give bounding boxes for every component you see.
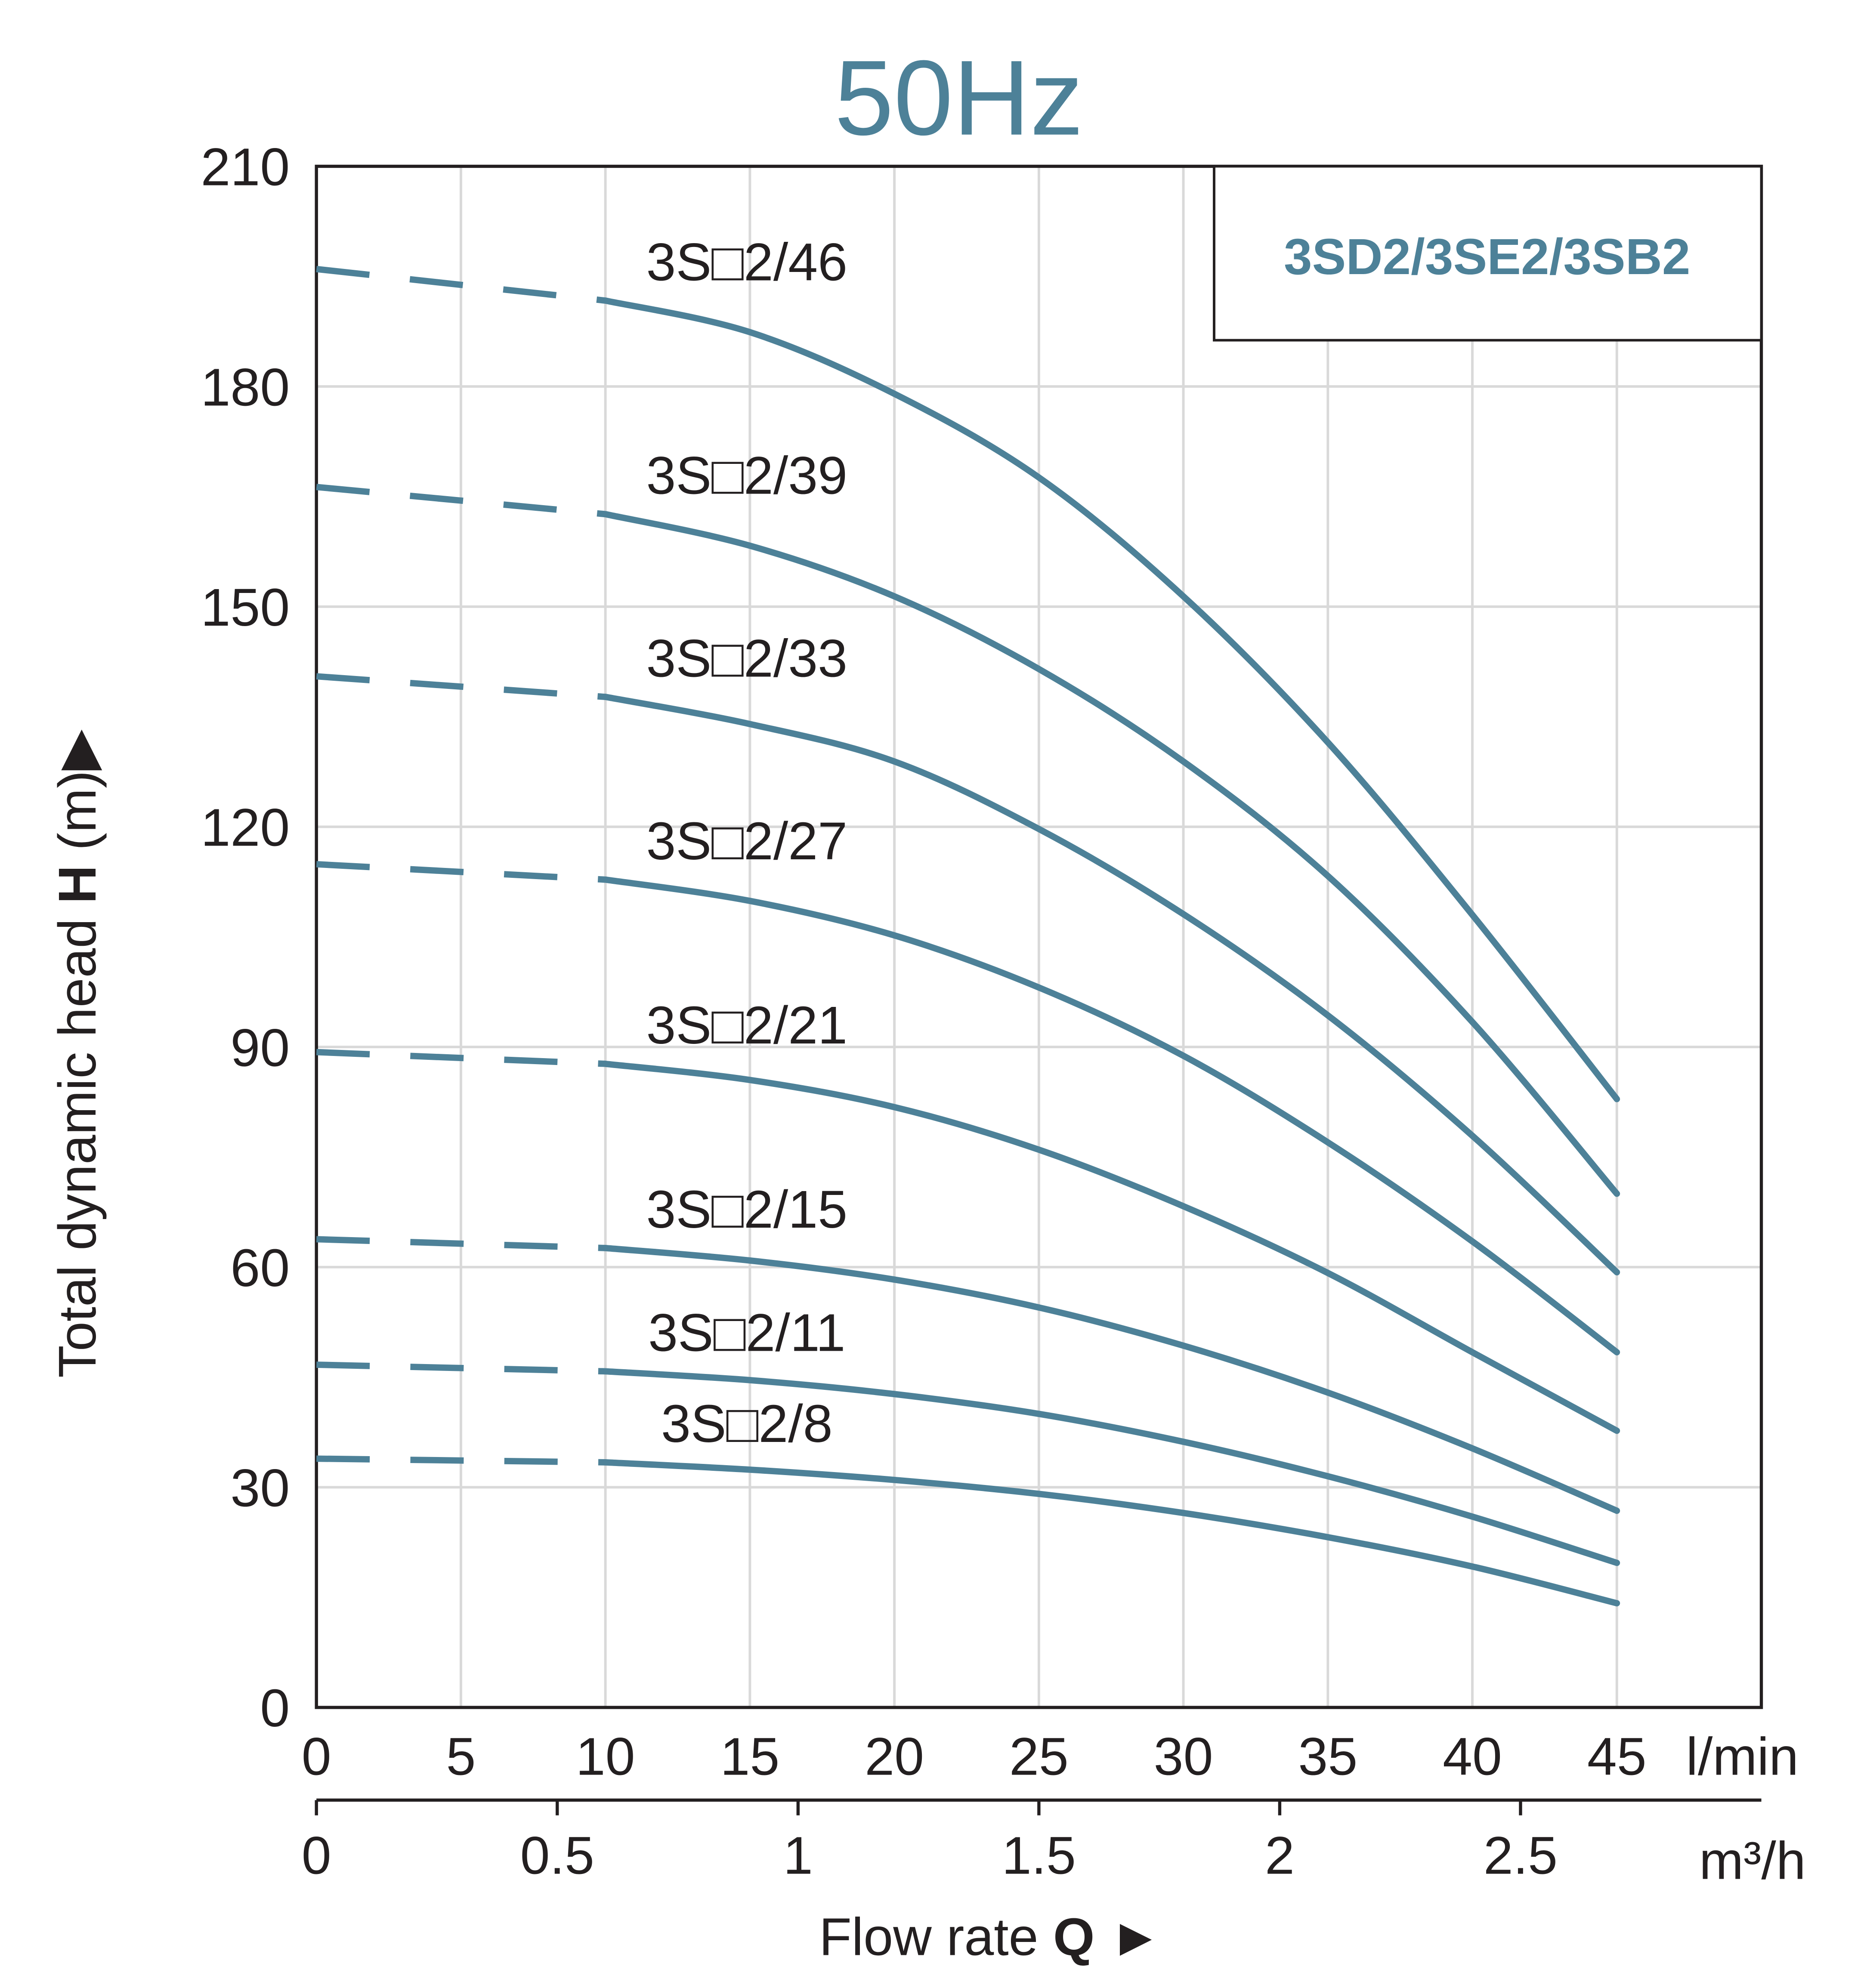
- curve-line: [602, 511, 1620, 1197]
- curve-label: 3S□2/11: [648, 1303, 845, 1363]
- curve-line: [602, 694, 1620, 1276]
- series-3S-2-8: 3S□2/8: [316, 1394, 1620, 1607]
- y-axis-label: Total dynamic head H (m)▶: [48, 729, 107, 1378]
- x-tick-label: 30: [1154, 1727, 1213, 1786]
- curve-label: 3S□2/39: [646, 446, 848, 506]
- x-tick-label: 20: [865, 1727, 924, 1786]
- x-tick-label: 45: [1587, 1727, 1647, 1786]
- x-tick-label: 5: [446, 1727, 476, 1786]
- y-tick-label: 210: [201, 138, 290, 197]
- curves: 3S□2/46 3S□2/39 3S□2/33 3S□2/27 3S□2/21 3S□2/…: [316, 232, 1620, 1607]
- x2-tick-label: 2.5: [1484, 1826, 1558, 1885]
- x-tick-label: 40: [1443, 1727, 1502, 1786]
- curve-dashed: [316, 484, 606, 518]
- curve-label: 3S□2/46: [646, 232, 848, 292]
- curve-label: 3S□2/27: [646, 812, 848, 871]
- plot-frame: [315, 164, 1763, 1709]
- curve-label: 3S□2/15: [646, 1180, 848, 1239]
- curve-line: [602, 1459, 1620, 1607]
- curve-dashed: [316, 265, 606, 304]
- curve-line: [602, 1244, 1620, 1514]
- x-tick-label: 25: [1009, 1727, 1069, 1786]
- x2-tick-label: 2: [1265, 1826, 1295, 1885]
- x2-tick-label: 1.5: [1002, 1826, 1076, 1885]
- chart-title: 50Hz: [835, 38, 1083, 157]
- x-tick-label: 10: [576, 1727, 635, 1786]
- curve-dashed: [316, 861, 606, 883]
- x2-unit-label: m³/h: [1699, 1831, 1806, 1890]
- curve-label: 3S□2/8: [661, 1394, 833, 1454]
- x-axis-label: Flow rate Q ►: [819, 1907, 1162, 1966]
- curve-line: [602, 876, 1620, 1355]
- curve-line: [602, 1368, 1620, 1566]
- y-tick-label: 0: [260, 1679, 290, 1738]
- curve-dashed: [316, 1361, 606, 1375]
- y-tick-label: 180: [201, 358, 290, 417]
- legend-box: 3SD2/3SE2/3SB2: [1213, 165, 1763, 342]
- x-tick-label: 0: [302, 1727, 331, 1786]
- series-3S-2-33: 3S□2/33: [316, 629, 1620, 1276]
- curve-label: 3S□2/21: [646, 996, 848, 1055]
- series-3S-2-21: 3S□2/21: [316, 996, 1620, 1434]
- curve-dashed: [316, 1236, 606, 1251]
- x-tick-label: 15: [720, 1727, 779, 1786]
- curve-dashed: [316, 673, 606, 700]
- x2-tick-label: 0.5: [520, 1826, 594, 1885]
- curve-line: [602, 297, 1620, 1102]
- y-tick-label: 150: [201, 578, 290, 637]
- x2-tick-label: 0: [302, 1826, 331, 1885]
- y-tick-label: 60: [230, 1238, 290, 1298]
- curve-label: 3S□2/33: [646, 629, 848, 688]
- axes: 0 5 10 15 20 25 30 35 40 450306090120150180210l/m…: [201, 138, 1806, 1891]
- y-tick-label: 30: [230, 1459, 290, 1518]
- curve-dashed: [316, 1049, 606, 1067]
- legend-label: 3SD2/3SE2/3SB2: [1284, 228, 1691, 285]
- y-tick-label: 120: [201, 798, 290, 858]
- x-tick-label: 35: [1298, 1727, 1357, 1786]
- x2-tick-label: 1: [783, 1826, 813, 1885]
- series-3S-2-27: 3S□2/27: [316, 812, 1620, 1355]
- x-unit-label: l/min: [1686, 1727, 1799, 1786]
- curve-line: [602, 1060, 1620, 1434]
- series-3S-2-39: 3S□2/39: [316, 446, 1620, 1197]
- curve-dashed: [316, 1455, 606, 1466]
- y-tick-label: 90: [230, 1018, 290, 1077]
- series-3S-2-11: 3S□2/11: [316, 1303, 1620, 1566]
- series-3S-2-46: 3S□2/46: [316, 232, 1620, 1102]
- series-3S-2-15: 3S□2/15: [316, 1180, 1620, 1514]
